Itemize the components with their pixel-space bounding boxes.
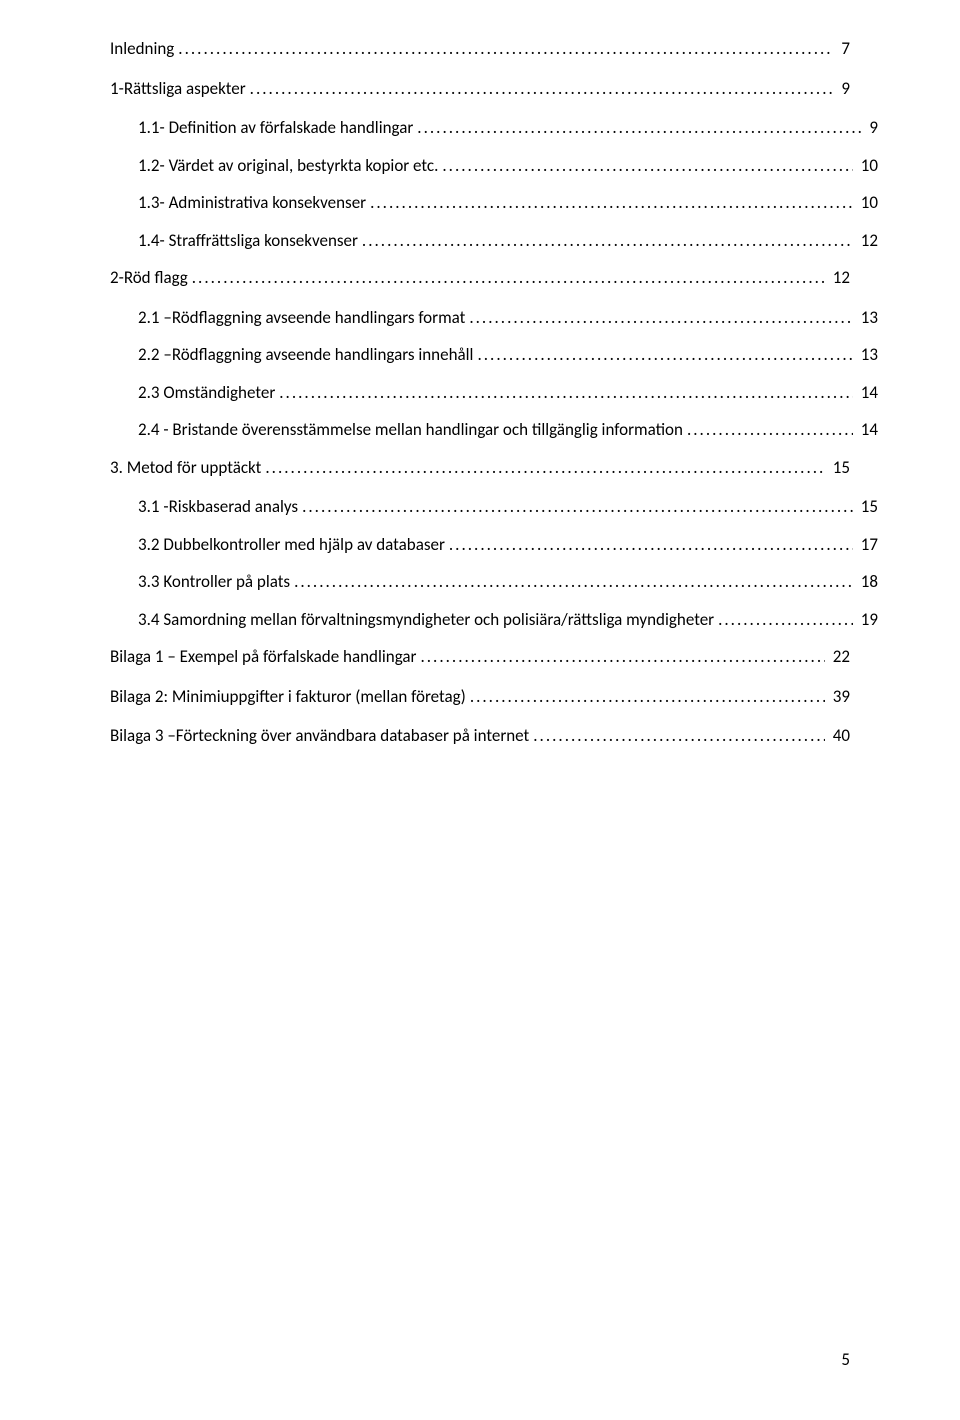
toc-entry-page: 12 [857,228,878,254]
toc-entry-page: 7 [837,36,850,62]
toc-entry-page: 39 [829,684,850,710]
toc-entry-title: Bilaga 1 – Exempel på förfalskade handli… [110,644,416,670]
toc-leader-dots [438,153,856,179]
toc-entry: Bilaga 2: Minimiuppgifter i fakturor (me… [110,684,850,710]
toc-leader-dots [466,684,829,710]
toc-entry: 1.2- Värdet av original, bestyrkta kopio… [138,153,878,179]
toc-leader-dots [290,569,857,595]
toc-leader-dots [298,494,857,520]
toc-entry: 3.3 Kontroller på plats 18 [138,569,878,595]
toc-entry: 2-Röd flagg 12 [110,265,850,291]
toc-entry: 3.2 Dubbelkontroller med hjälp av databa… [138,532,878,558]
toc-leader-dots [413,115,865,141]
toc-entry: 2.2 –Rödflaggning avseende handlingars i… [138,342,878,368]
toc-entry: 3. Metod för upptäckt 15 [110,455,850,481]
toc-leader-dots [246,76,838,102]
toc-entry-page: 18 [857,569,878,595]
toc-entry-title: 1.4- Straffrättsliga konsekvenser [138,228,358,254]
toc-leader-dots [683,417,857,443]
toc-leader-dots [275,380,857,406]
toc-entry-title: 2.2 –Rödflaggning avseende handlingars i… [138,342,473,368]
toc-entry-title: 3.2 Dubbelkontroller med hjälp av databa… [138,532,445,558]
toc-entry-page: 12 [829,265,850,291]
toc-entry-title: 3.3 Kontroller på plats [138,569,290,595]
toc-entry-page: 15 [829,455,850,481]
document-page: Inledning 7 1-Rättsliga aspekter 9 1.1- Defi… [0,0,960,1420]
toc-entry-title: 1-Rättsliga aspekter [110,76,246,102]
toc-leader-dots [416,644,828,670]
toc-entry-page: 10 [857,153,878,179]
toc-entry-page: 40 [829,723,850,749]
toc-entry-page: 14 [857,380,878,406]
toc-entry-page: 19 [857,607,878,633]
toc-entry-title: 3. Metod för upptäckt [110,455,261,481]
toc-leader-dots [714,607,857,633]
toc-leader-dots [188,265,829,291]
toc-entry-page: 9 [837,76,850,102]
toc-entry-title: 3.1 -Riskbaserad analys [138,494,298,520]
toc-entry: 1.3- Administrativa konsekvenser 10 [138,190,878,216]
toc-entry: Bilaga 3 –Förteckning över användbara da… [110,723,850,749]
toc-entry-title: 1.1- Definition av förfalskade handlinga… [138,115,413,141]
toc-leader-dots [465,305,856,331]
toc-entry: 1.4- Straffrättsliga konsekvenser 12 [138,228,878,254]
toc-entry-title: Inledning [110,36,174,62]
toc-leader-dots [174,36,837,62]
toc-entry-title: Bilaga 2: Minimiuppgifter i fakturor (me… [110,684,466,710]
toc-entry: 2.1 –Rödflaggning avseende handlingars f… [138,305,878,331]
toc-entry-title: 2.3 Omständigheter [138,380,275,406]
toc-entry-title: 2.4 - Bristande överensstämmelse mellan … [138,417,683,443]
toc-entry-page: 10 [857,190,878,216]
toc-entry: 2.3 Omständigheter 14 [138,380,878,406]
toc-entry-title: 2-Röd flagg [110,265,188,291]
toc-entry-title: 1.3- Administrativa konsekvenser [138,190,366,216]
table-of-contents: Inledning 7 1-Rättsliga aspekter 9 1.1- Defi… [110,36,850,749]
toc-entry-page: 22 [829,644,850,670]
toc-entry: Bilaga 1 – Exempel på förfalskade handli… [110,644,850,670]
toc-entry: 3.1 -Riskbaserad analys 15 [138,494,878,520]
toc-entry-page: 9 [865,115,878,141]
toc-leader-dots [445,532,857,558]
toc-leader-dots [261,455,828,481]
toc-entry: Inledning 7 [110,36,850,62]
toc-leader-dots [358,228,857,254]
toc-entry: 1.1- Definition av förfalskade handlinga… [138,115,878,141]
toc-entry: 2.4 - Bristande överensstämmelse mellan … [138,417,878,443]
toc-entry-page: 15 [857,494,878,520]
toc-entry-title: 3.4 Samordning mellan förvaltningsmyndig… [138,607,714,633]
toc-entry-page: 13 [857,342,878,368]
page-number: 5 [841,1349,850,1370]
toc-leader-dots [529,723,829,749]
toc-entry-page: 17 [857,532,878,558]
toc-entry-page: 14 [857,417,878,443]
toc-entry-title: Bilaga 3 –Förteckning över användbara da… [110,723,529,749]
toc-entry-title: 1.2- Värdet av original, bestyrkta kopio… [138,153,438,179]
toc-entry: 3.4 Samordning mellan förvaltningsmyndig… [138,607,878,633]
toc-leader-dots [366,190,857,216]
toc-entry-page: 13 [857,305,878,331]
toc-entry: 1-Rättsliga aspekter 9 [110,76,850,102]
toc-entry-title: 2.1 –Rödflaggning avseende handlingars f… [138,305,465,331]
toc-leader-dots [473,342,856,368]
